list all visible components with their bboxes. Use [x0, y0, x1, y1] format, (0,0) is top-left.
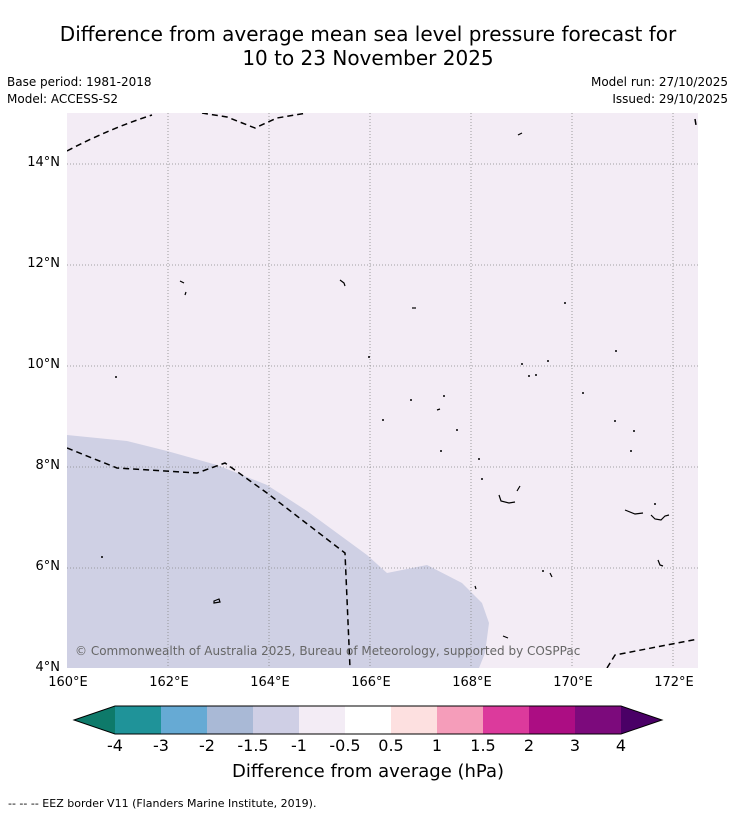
colorbar-tick-label: 1.5: [470, 736, 496, 755]
island: [624, 509, 644, 515]
atoll: [633, 430, 635, 432]
atoll: [630, 450, 632, 452]
colorbar-segment: [299, 706, 345, 734]
colorbar-segment: [529, 706, 575, 734]
lon-label: 166°E: [351, 675, 391, 690]
lat-label: 14°N: [27, 155, 60, 170]
lat-label: 6°N: [35, 559, 61, 574]
islands: [179, 132, 670, 639]
island: [498, 494, 516, 504]
atoll: [443, 395, 445, 397]
island: [517, 132, 523, 136]
atoll: [481, 478, 483, 480]
atoll-dots: [101, 302, 656, 572]
colorbar-segment: [345, 706, 391, 734]
atoll: [440, 450, 442, 452]
island: [179, 280, 185, 284]
graticule: [67, 113, 698, 668]
colorbar-segment: [161, 706, 207, 734]
meta-left: Base period: 1981-2018 Model: ACCESS-S2: [7, 74, 152, 108]
island: [657, 559, 664, 567]
negative-anomaly-region: [67, 435, 489, 668]
lon-label: 162°E: [149, 675, 189, 690]
lon-label: 160°E: [48, 675, 88, 690]
colorbar-tick-label: -2: [199, 736, 215, 755]
atoll: [528, 375, 530, 377]
colorbar-title: Difference from average (hPa): [231, 761, 505, 782]
colorbar-max-arrow: [621, 706, 662, 734]
island: [436, 408, 441, 411]
atoll: [382, 419, 384, 421]
base-period: Base period: 1981-2018: [7, 75, 152, 89]
atoll: [410, 399, 412, 401]
colorbar: [72, 705, 664, 735]
colorbar-tick-label: 2: [523, 736, 535, 755]
colorbar-segment: [207, 706, 253, 734]
issued-date: Issued: 29/10/2025: [612, 92, 728, 106]
atoll: [115, 376, 117, 378]
title-line-2: 10 to 23 November 2025: [242, 46, 494, 70]
colorbar-min-arrow: [74, 706, 115, 734]
island: [549, 572, 553, 578]
atoll: [101, 556, 103, 558]
meta-right: Model run: 27/10/2025 Issued: 29/10/2025: [591, 74, 728, 108]
map-title: Difference from average mean sea level p…: [0, 22, 736, 70]
atoll: [535, 374, 537, 376]
lat-label: 8°N: [35, 458, 61, 473]
island: [502, 635, 509, 639]
island: [516, 485, 521, 492]
colorbar-tick-label: -3: [153, 736, 169, 755]
lat-label: 4°N: [35, 660, 61, 675]
map-svg: [67, 113, 698, 668]
atoll: [542, 570, 544, 572]
map-panel: © Commonwealth of Australia 2025, Bureau…: [67, 113, 698, 668]
island: [339, 279, 346, 287]
atoll: [547, 360, 549, 362]
colorbar-outline: [72, 705, 664, 735]
atoll: [582, 392, 584, 394]
atoll: [521, 363, 523, 365]
eez-legend: -- -- -- EEZ border V11 (Flanders Marine…: [8, 797, 317, 810]
island: [474, 585, 477, 590]
colorbar-segment: [483, 706, 529, 734]
island: [650, 514, 670, 521]
atoll: [615, 350, 617, 352]
lat-label: 10°N: [27, 357, 60, 372]
colorbar-segment: [575, 706, 621, 734]
lon-label: 164°E: [250, 675, 290, 690]
atoll: [614, 420, 616, 422]
copyright-notice: © Commonwealth of Australia 2025, Bureau…: [75, 644, 581, 658]
atoll: [368, 356, 370, 358]
colorbar-tick-label: -1: [291, 736, 307, 755]
atoll: [478, 458, 480, 460]
island: [213, 598, 221, 604]
colorbar-tick-label: -4: [107, 736, 123, 755]
atoll: [564, 302, 566, 304]
colorbar-segment: [253, 706, 299, 734]
lon-label: 172°E: [654, 675, 694, 690]
atoll: [654, 503, 656, 505]
colorbar-tick-label: 1: [431, 736, 443, 755]
title-line-1: Difference from average mean sea level p…: [59, 22, 677, 46]
colorbar-tick-label: 3: [569, 736, 581, 755]
colorbar-tick-label: 4: [615, 736, 627, 755]
atoll: [456, 429, 458, 431]
colorbar-segment: [115, 706, 161, 734]
model-name: Model: ACCESS-S2: [7, 92, 119, 106]
model-run: Model run: 27/10/2025: [590, 75, 728, 89]
lon-label: 170°E: [553, 675, 593, 690]
colorbar-segment: [437, 706, 483, 734]
colorbar-tick-label: 0.5: [378, 736, 404, 755]
eez-borders: [67, 113, 698, 668]
colorbar-tick-label: -1.5: [237, 736, 269, 755]
colorbar-segment: [391, 706, 437, 734]
colorbar-tick-label: -0.5: [329, 736, 361, 755]
lat-label: 12°N: [27, 256, 60, 271]
island: [184, 291, 187, 296]
lon-label: 168°E: [452, 675, 492, 690]
